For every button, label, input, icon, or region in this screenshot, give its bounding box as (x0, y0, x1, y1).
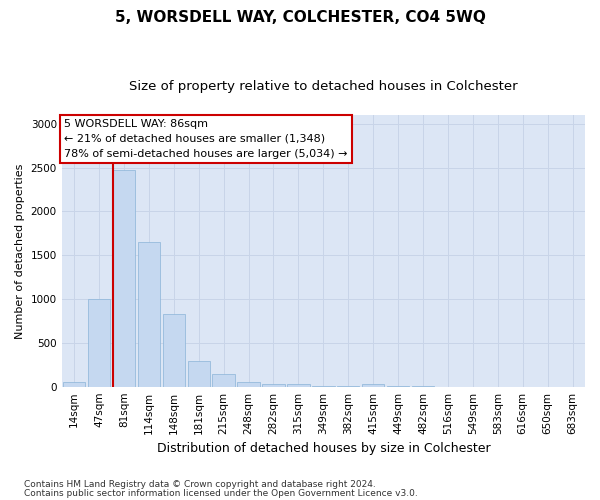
Text: Contains HM Land Registry data © Crown copyright and database right 2024.: Contains HM Land Registry data © Crown c… (24, 480, 376, 489)
Bar (137, 242, 160, 386)
Bar (262, 384, 285, 386)
Bar (63, 382, 85, 386)
Bar (188, 362, 210, 386)
Bar (88, 299, 110, 386)
Bar (287, 384, 310, 386)
Bar (238, 382, 260, 386)
Bar (163, 314, 185, 386)
Text: Contains public sector information licensed under the Open Government Licence v3: Contains public sector information licen… (24, 489, 418, 498)
Bar (362, 384, 385, 386)
Bar (113, 170, 135, 386)
Y-axis label: Number of detached properties: Number of detached properties (15, 163, 25, 338)
X-axis label: Distribution of detached houses by size in Colchester: Distribution of detached houses by size … (157, 442, 490, 455)
Title: Size of property relative to detached houses in Colchester: Size of property relative to detached ho… (129, 80, 518, 93)
Text: 5, WORSDELL WAY, COLCHESTER, CO4 5WQ: 5, WORSDELL WAY, COLCHESTER, CO4 5WQ (115, 10, 485, 25)
Text: 5 WORSDELL WAY: 86sqm
← 21% of detached houses are smaller (1,348)
78% of semi-d: 5 WORSDELL WAY: 86sqm ← 21% of detached … (64, 119, 348, 158)
Bar (212, 374, 235, 386)
